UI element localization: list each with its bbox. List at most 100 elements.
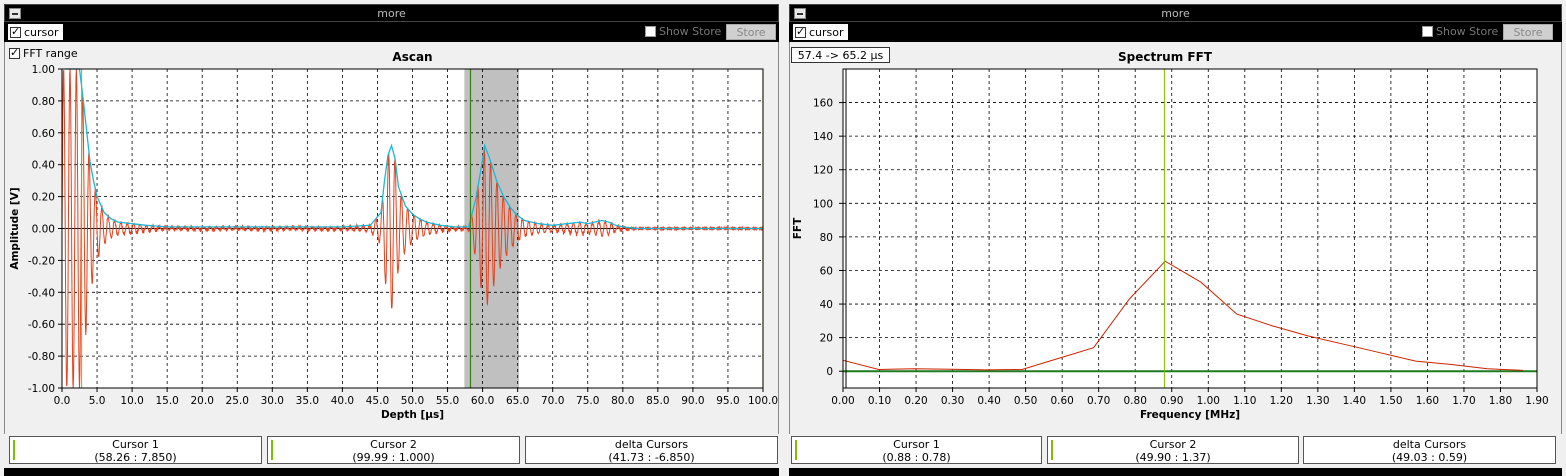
cursor1-label: Cursor 1 — [112, 438, 159, 451]
signal-series-line — [61, 68, 764, 389]
delta-cursors-label: delta Cursors — [1392, 438, 1467, 451]
checkbox-icon[interactable] — [1422, 26, 1433, 37]
delta-cursors-value: (41.73 : -6.850) — [608, 451, 695, 464]
fft-range-label: FFT range — [23, 47, 78, 60]
cursor1-color-marker — [13, 440, 15, 460]
fft-panel-titlebar[interactable]: more — [789, 4, 1562, 22]
show-store-toggle[interactable]: Show Store — [645, 25, 721, 38]
cursor2-label: Cursor 2 — [1149, 438, 1197, 451]
x-tick-label: 0.90 — [1160, 395, 1183, 407]
x-axis-label: Depth [µs] — [381, 409, 444, 421]
checkbox-icon[interactable] — [9, 46, 20, 59]
y-tick-label: 140 — [813, 131, 833, 143]
x-tick-label: 1.00 — [1197, 395, 1220, 407]
cursor2-readout: Cursor 2 (99.99 : 1.000) — [267, 436, 520, 464]
y-tick-label: 0.60 — [32, 128, 55, 140]
delta-cursors-label: delta Cursors — [614, 438, 689, 451]
x-tick-label: 20.0 — [191, 395, 214, 407]
x-tick-label: 0.0 — [54, 395, 71, 407]
x-tick-label: 1.30 — [1306, 395, 1329, 407]
y-tick-label: -0.60 — [28, 319, 55, 331]
y-tick-label: 160 — [813, 98, 833, 110]
cursor2-value: (99.99 : 1.000) — [352, 451, 435, 464]
cursor2-readout: Cursor 2 (49.90 : 1.37) — [1047, 436, 1299, 464]
envelope-series-line — [65, 68, 763, 230]
checkbox-icon[interactable] — [645, 26, 656, 37]
x-tick-label: 100.0 — [748, 395, 778, 407]
cursor-toggle[interactable]: cursor — [793, 24, 848, 40]
x-tick-label: 35.0 — [296, 395, 319, 407]
cursor1-readout: Cursor 1 (0.88 : 0.78) — [791, 436, 1042, 464]
x-tick-label: 55.0 — [436, 395, 459, 407]
x-tick-label: 1.20 — [1270, 395, 1293, 407]
x-tick-label: 50.0 — [401, 395, 424, 407]
minimize-icon[interactable] — [794, 8, 806, 19]
x-tick-label: 10.0 — [120, 395, 143, 407]
x-tick-label: 40.0 — [331, 395, 354, 407]
fft-range-readout: 57.4 -> 65.2 µs — [791, 47, 890, 63]
x-tick-label: 1.10 — [1233, 395, 1256, 407]
store-button[interactable]: Store — [726, 24, 776, 40]
ascan-panel-titlebar[interactable]: more — [4, 4, 779, 22]
x-tick-label: 90.0 — [681, 395, 704, 407]
store-button[interactable]: Store — [1503, 24, 1553, 40]
y-tick-label: 0.80 — [32, 96, 55, 108]
cursor1-label: Cursor 1 — [893, 438, 940, 451]
show-store-label: Show Store — [1436, 25, 1499, 38]
y-tick-label: 40 — [820, 299, 833, 311]
cursor1-readout: Cursor 1 (58.26 : 7.850) — [9, 436, 262, 464]
y-tick-label: 0.00 — [32, 224, 55, 236]
panel-title: more — [377, 7, 406, 20]
cursor2-color-marker — [271, 440, 273, 460]
next-panel-titlebar — [4, 468, 779, 476]
x-tick-label: 0.10 — [868, 395, 891, 407]
cursor2-color-marker — [1051, 440, 1053, 460]
y-tick-label: 20 — [820, 333, 833, 345]
checkbox-icon[interactable] — [10, 25, 21, 38]
delta-cursors-value: (49.03 : 0.59) — [1391, 451, 1468, 464]
plot-background — [842, 68, 1538, 389]
x-tick-label: 0.30 — [941, 395, 964, 407]
ascan-panel: more cursor Show Store Store FFT range 0… — [0, 0, 783, 476]
delta-cursors-readout: delta Cursors (49.03 : 0.59) — [1303, 436, 1556, 464]
plot-frame — [61, 68, 764, 389]
panel-title: more — [1161, 7, 1190, 20]
fft-panel: more cursor Show Store Store 0.00 0.10 0.2… — [785, 0, 1566, 476]
checkbox-icon[interactable] — [795, 25, 806, 38]
cursor1-color-marker — [795, 440, 797, 460]
x-tick-label: 0.50 — [1014, 395, 1037, 407]
x-tick-label: 75.0 — [576, 395, 599, 407]
cursor-toggle[interactable]: cursor — [8, 24, 63, 40]
y-axis-label: Amplitude [V] — [9, 187, 21, 269]
y-tick-label: -0.40 — [28, 287, 55, 299]
x-tick-label: 1.70 — [1452, 395, 1475, 407]
cursor1-value: (58.26 : 7.850) — [94, 451, 177, 464]
ascan-chart[interactable]: 0.0 5.0 10.0 15.0 20.0 25.0 30.0 35.0 40.0 45.0 50… — [0, 42, 783, 434]
minimize-icon[interactable] — [9, 8, 21, 19]
x-tick-label: 65.0 — [506, 395, 529, 407]
y-tick-label: 1.00 — [32, 64, 55, 76]
x-tick-label: 70.0 — [541, 395, 564, 407]
fft-range-toggle[interactable]: FFT range — [9, 46, 78, 60]
x-tick-label: 0.70 — [1087, 395, 1110, 407]
x-tick-label: 0.00 — [831, 395, 854, 407]
x-tick-label: 0.60 — [1050, 395, 1073, 407]
y-tick-label: 60 — [820, 265, 833, 277]
x-tick-label: 5.0 — [89, 395, 106, 407]
y-tick-label: -0.80 — [28, 351, 55, 363]
fft-toolbar: cursor Show Store Store — [789, 22, 1562, 42]
x-tick-label: 60.0 — [471, 395, 494, 407]
y-axis-label: FFT — [792, 217, 804, 239]
next-panel-titlebar — [789, 468, 1562, 476]
y-tick-label: 0.20 — [32, 192, 55, 204]
y-tick-label: -0.20 — [28, 255, 55, 267]
fft-chart[interactable]: 0.00 0.10 0.20 0.30 0.40 0.50 0.60 0.70 0.80 0.90… — [785, 42, 1566, 434]
chart-title: Spectrum FFT — [1118, 50, 1213, 64]
cursor-toggle-label: cursor — [809, 25, 844, 39]
x-axis-label: Frequency [MHz] — [1140, 409, 1240, 421]
x-tick-label: 1.50 — [1379, 395, 1402, 407]
x-tick-label: 0.20 — [904, 395, 927, 407]
y-tick-label: -1.00 — [28, 383, 55, 395]
show-store-toggle[interactable]: Show Store — [1422, 25, 1498, 38]
plot-frame — [842, 68, 1538, 389]
